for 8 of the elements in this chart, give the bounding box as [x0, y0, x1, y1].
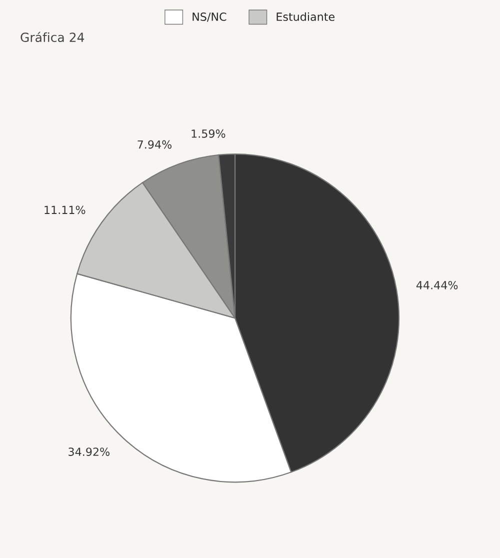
data-label: 11.11%: [44, 206, 86, 214]
data-label: 44.44%: [416, 280, 458, 290]
data-label: 7.94%: [138, 140, 172, 149]
text: Gráfica 24: [20, 32, 84, 42]
data-label: 34.92%: [68, 448, 110, 456]
data-label: 1.59%: [192, 129, 226, 138]
legend-label: NS/NC: [192, 12, 226, 22]
legend-label: Estudiante: [276, 12, 334, 21]
